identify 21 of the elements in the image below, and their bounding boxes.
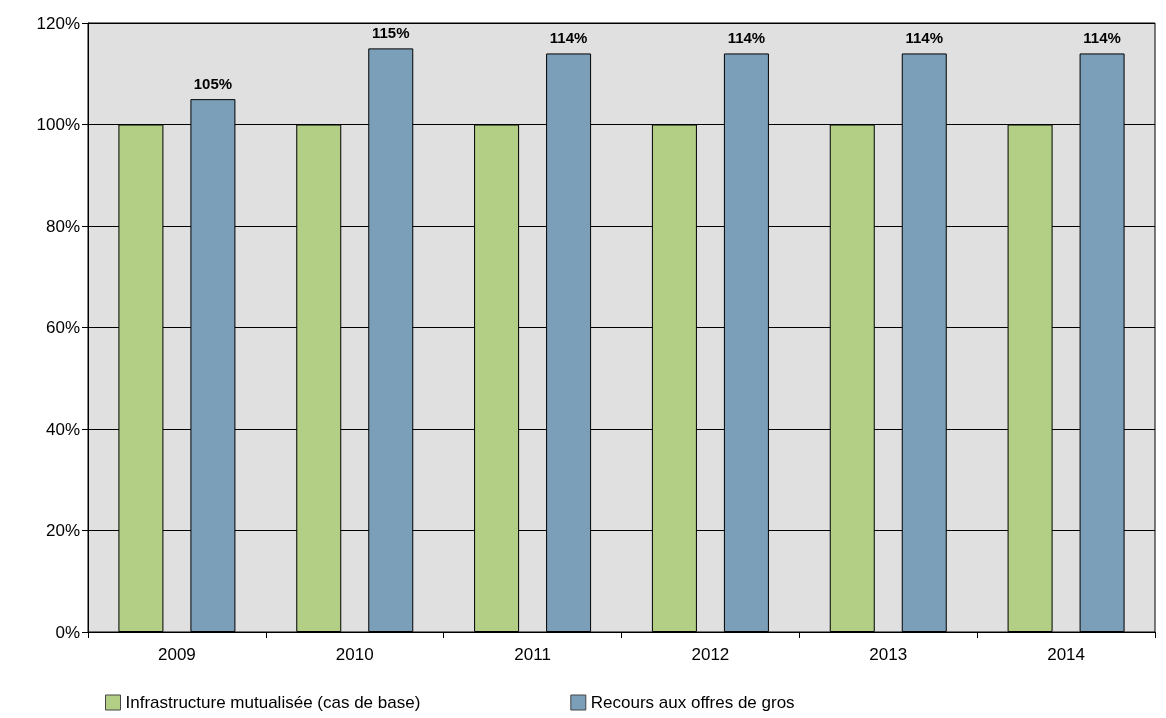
y-tick-label: 40% — [45, 419, 80, 439]
data-label: 114% — [905, 29, 944, 47]
data-label: 114% — [1083, 29, 1121, 47]
data-label: 114% — [727, 29, 766, 47]
x-tick-label: 2013 — [869, 645, 908, 664]
x-tick-label: 2012 — [691, 645, 730, 664]
y-tick-label: 80% — [45, 216, 80, 236]
legend-label: Infrastructure mutualisée (cas de base) — [125, 693, 421, 712]
x-tick-label: 2014 — [1047, 645, 1085, 664]
y-tick-label: 0% — [55, 622, 80, 642]
y-tick-label: 100% — [36, 115, 80, 134]
y-tick-label: 20% — [45, 521, 80, 540]
x-tick-label: 2010 — [335, 645, 374, 664]
data-label: 105% — [193, 75, 233, 93]
y-tick-label: 60% — [45, 318, 80, 337]
x-tick-label: 2009 — [158, 645, 196, 664]
x-tick-label: 2011 — [514, 645, 551, 664]
y-tick-label: 120% — [36, 13, 80, 33]
data-label: 114% — [549, 29, 588, 47]
legend-label: Recours aux offres de gros — [590, 693, 795, 712]
data-label: 115% — [371, 24, 410, 42]
